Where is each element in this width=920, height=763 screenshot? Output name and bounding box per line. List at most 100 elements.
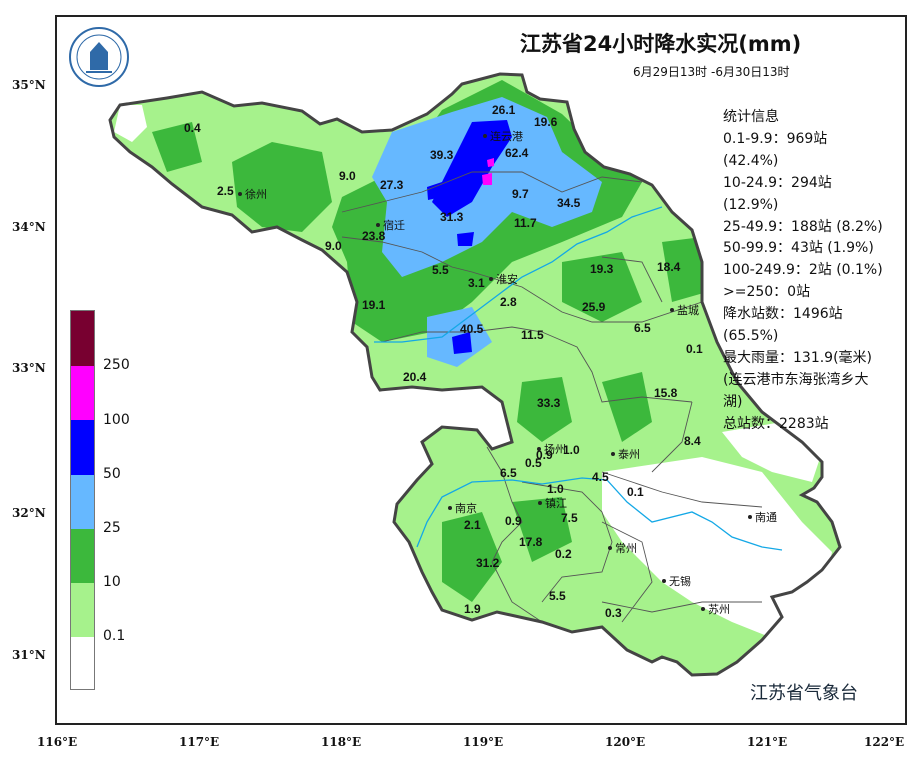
stats-line: 25-49.9：188站 (8.2%) — [723, 218, 883, 235]
rainfall-value: 3.1 — [468, 276, 485, 290]
rainfall-value: 31.3 — [440, 210, 464, 224]
rainfall-value: 19.1 — [362, 298, 386, 312]
city-label: 淮安 — [496, 272, 518, 286]
legend-label: 10 — [103, 574, 121, 590]
logo — [69, 27, 129, 87]
city-label: 连云港 — [490, 130, 523, 143]
rainfall-value: 17.8 — [519, 535, 543, 549]
rainfall-value: 62.4 — [505, 146, 529, 160]
rainfall-value: 18.4 — [657, 260, 681, 274]
legend-swatch — [71, 637, 94, 689]
rainfall-value: 7.5 — [561, 511, 578, 525]
legend-swatch — [71, 366, 94, 420]
legend-label: 0.1 — [103, 628, 126, 644]
legend-label: 50 — [103, 466, 121, 482]
stats-line: 总站数：2283站 — [723, 415, 829, 432]
rainfall-value: 19.6 — [534, 115, 558, 129]
stats-line: (12.9%) — [723, 196, 779, 213]
stats-line: >=250：0站 — [723, 284, 811, 301]
rainfall-value: 33.3 — [537, 396, 561, 410]
rainfall-value: 9.0 — [339, 169, 356, 183]
rainfall-value: 26.1 — [492, 103, 516, 117]
rainfall-value: 39.3 — [430, 148, 454, 162]
legend-bar — [70, 310, 95, 690]
legend-swatch — [71, 311, 94, 366]
agency-label: 江苏省气象台 — [750, 683, 858, 704]
city-label: 无锡 — [669, 574, 691, 588]
city-marker — [611, 452, 615, 456]
rainfall-value: 0.2 — [555, 547, 572, 561]
y-tick-label: 34°N — [12, 220, 46, 234]
city-label: 盐城 — [677, 304, 699, 317]
rainfall-value: 11.7 — [514, 216, 537, 230]
stats-line: 降水站数：1496站 — [723, 306, 843, 323]
y-tick-label: 33°N — [12, 361, 46, 375]
rainfall-value: 6.5 — [500, 466, 517, 480]
stats-line: (65.5%) — [723, 328, 779, 345]
x-tick-label: 122°E — [864, 735, 905, 749]
city-marker — [489, 277, 493, 281]
legend-swatch — [71, 420, 94, 475]
rainfall-value: 5.5 — [432, 263, 449, 277]
rainfall-value: 2.1 — [464, 518, 481, 532]
y-tick-label: 35°N — [12, 78, 46, 92]
stats-line: 50-99.9：43站 (1.9%) — [723, 240, 874, 257]
rainfall-value: 34.5 — [557, 196, 581, 210]
rainfall-value: 0.9 — [536, 448, 553, 462]
stats-line: (42.4%) — [723, 152, 779, 169]
city-marker — [748, 515, 752, 519]
map-subtitle: 6月29日13时 -6月30日13时 — [633, 65, 790, 79]
rainfall-value: 6.5 — [634, 321, 651, 335]
city-label: 扬州 — [544, 442, 566, 456]
rainfall-values: 0.4 2.5 9.0 9.0 27.3 39.3 62.4 26.1 19.6 9.7 34.5 3… — [184, 103, 703, 620]
rainfall-value: 1.0 — [563, 443, 580, 457]
x-tick-label: 120°E — [605, 735, 646, 749]
city-marker — [537, 447, 541, 451]
rainfall-value: 0.5 — [525, 456, 542, 470]
x-tick-label: 119°E — [463, 735, 504, 749]
x-tick-label: 116°E — [37, 735, 78, 749]
rainfall-value: 1.0 — [547, 482, 564, 496]
city-marker — [448, 506, 452, 510]
rainfall-value: 2.5 — [217, 184, 234, 198]
rainfall-value: 27.3 — [380, 178, 404, 192]
legend-swatch — [71, 583, 94, 637]
x-tick-label: 121°E — [747, 735, 788, 749]
statistics-panel: 统计信息 0.1-9.9：969站 (42.4%) 10-24.9：294站 (… — [723, 107, 883, 436]
stats-heading: 统计信息 — [723, 109, 779, 125]
city-marker — [701, 607, 705, 611]
legend-label: 25 — [103, 520, 121, 536]
stats-line: (连云港市东海张湾乡大 — [723, 371, 869, 388]
rainfall-value: 23.8 — [362, 229, 386, 243]
stats-line: 最大雨量：131.9(毫米) — [723, 349, 873, 366]
stats-line: 0.1-9.9：969站 — [723, 130, 828, 147]
rainfall-value: 0.9 — [505, 514, 522, 528]
rainfall-value: 31.2 — [476, 556, 500, 570]
city-label: 镇江 — [545, 496, 567, 510]
legend-label: 100 — [103, 412, 130, 428]
rainfall-value: 0.1 — [686, 342, 703, 356]
rainfall-value: 9.0 — [325, 239, 342, 253]
rainfall-value: 5.5 — [549, 589, 566, 603]
rainfall-value: 19.3 — [590, 262, 614, 276]
stats-line: 湖) — [723, 393, 743, 410]
rainfall-value: 0.3 — [605, 606, 622, 620]
x-tick-label: 117°E — [179, 735, 220, 749]
rainfall-value: 20.4 — [403, 370, 427, 384]
city-marker — [608, 546, 612, 550]
rainfall-value: 11.5 — [521, 328, 544, 342]
legend-swatch — [71, 475, 94, 529]
rainfall-value: 8.4 — [684, 434, 701, 448]
rainfall-value: 25.9 — [582, 300, 606, 314]
city-marker — [662, 579, 666, 583]
city-marker — [538, 501, 542, 505]
rainfall-value: 40.5 — [460, 322, 484, 336]
city-label: 泰州 — [618, 447, 640, 461]
rainfall-value: 4.5 — [592, 470, 609, 484]
x-tick-label: 118°E — [321, 735, 362, 749]
city-label: 南京 — [455, 501, 477, 515]
rainfall-value: 2.8 — [500, 295, 517, 309]
legend-label: 250 — [103, 357, 130, 373]
